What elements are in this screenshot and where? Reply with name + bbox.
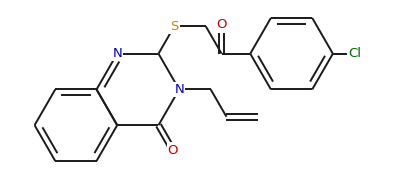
Text: N: N: [174, 83, 184, 96]
Text: Cl: Cl: [348, 47, 361, 60]
Text: S: S: [170, 20, 179, 33]
Text: N: N: [112, 47, 122, 60]
Text: O: O: [216, 18, 227, 32]
Text: O: O: [167, 144, 178, 156]
